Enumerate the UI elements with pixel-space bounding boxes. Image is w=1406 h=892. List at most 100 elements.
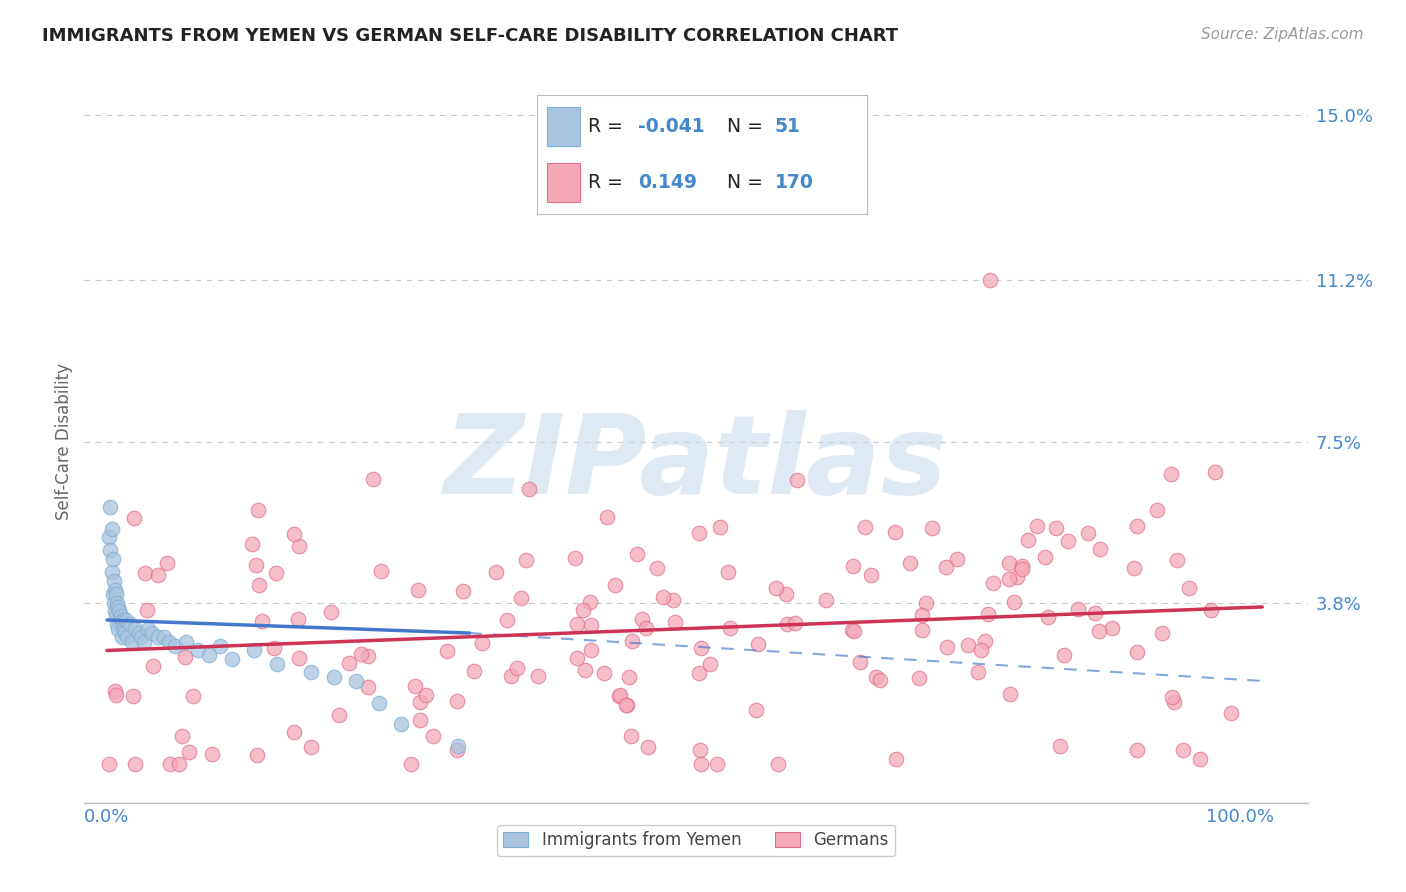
Point [966,665,988,680]
Point [357,680,380,694]
Point [998,556,1021,570]
Point [581,617,603,632]
Point [97,756,120,771]
Point [842,624,865,638]
Point [849,655,872,669]
Point [616,698,638,712]
Point [177,745,200,759]
Point [115,613,138,627]
Point [114,626,136,640]
Point [124,756,146,771]
Point [406,582,429,597]
Point [1161,690,1184,704]
Point [998,688,1021,702]
Point [936,640,959,654]
Point [1077,526,1099,541]
Point [122,511,145,525]
Point [1204,465,1226,479]
Point [776,616,799,631]
Point [266,566,288,581]
Point [565,616,588,631]
Point [221,652,243,666]
Point [266,657,288,671]
Point [973,633,995,648]
Point [363,472,385,486]
Point [1053,648,1076,662]
Point [129,631,152,645]
Point [209,639,232,653]
Text: IMMIGRANTS FROM YEMEN VS GERMAN SELF-CARE DISABILITY CORRELATION CHART: IMMIGRANTS FROM YEMEN VS GERMAN SELF-CAR… [42,27,898,45]
Point [108,604,131,618]
Point [104,582,127,597]
Point [786,474,808,488]
Point [105,688,128,702]
Point [246,747,269,762]
Point [574,663,596,677]
Point [128,626,150,640]
Point [651,591,673,605]
Point [107,599,129,614]
Point [404,679,426,693]
Point [921,520,943,534]
Point [136,622,159,636]
Point [1126,645,1149,659]
Point [603,578,626,592]
Point [718,621,741,635]
Point [105,587,128,601]
Point [1026,518,1049,533]
Point [616,698,638,713]
Point [1171,743,1194,757]
Point [495,613,517,627]
Point [744,703,766,717]
Point [645,561,668,575]
Point [841,623,863,637]
Point [328,707,350,722]
Point [245,558,267,573]
Point [287,612,309,626]
Point [112,622,135,636]
Point [103,596,125,610]
Point [1011,558,1033,573]
Point [100,565,122,579]
Point [609,688,631,702]
Point [1125,519,1147,533]
Point [853,520,876,534]
Point [146,568,169,582]
Point [157,634,180,648]
Point [170,729,193,743]
Point [436,644,458,658]
Point [163,639,186,653]
Point [243,643,266,657]
Point [634,621,657,635]
Point [485,566,508,580]
Point [337,656,360,670]
Point [527,669,550,683]
Point [357,648,380,663]
Point [690,756,713,771]
Point [1160,467,1182,481]
Point [174,634,197,648]
Point [391,717,413,731]
Point [283,527,305,541]
Point [104,684,127,698]
Point [111,617,134,632]
Point [592,665,614,680]
Point [111,613,134,627]
Point [98,530,121,544]
Point [1084,606,1107,620]
Point [101,552,124,566]
Point [287,539,309,553]
Point [564,550,586,565]
Point [299,739,322,754]
Point [451,584,474,599]
Point [134,634,156,648]
Point [399,756,422,771]
Point [156,557,179,571]
Point [1201,603,1223,617]
Point [167,756,190,771]
Point [1049,739,1071,754]
Y-axis label: Self-Care Disability: Self-Care Disability [55,363,73,520]
Point [246,503,269,517]
Point [706,756,728,771]
Point [463,665,485,679]
